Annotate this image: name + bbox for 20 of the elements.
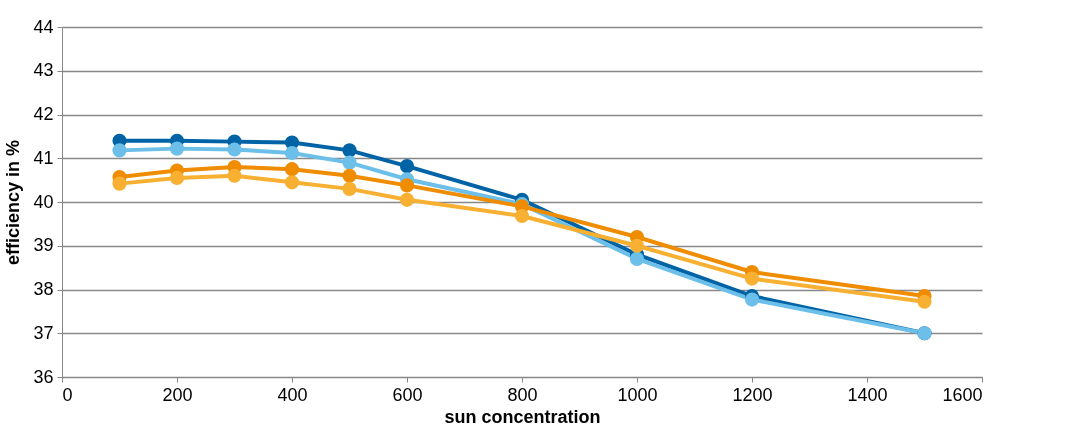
x-tick-label: 1200	[732, 384, 773, 405]
x-tick-label: 1600	[942, 384, 983, 405]
x-tick-label: 0	[62, 384, 73, 405]
x-tick-label: 1400	[847, 384, 888, 405]
y-tick-label: 44	[33, 16, 54, 37]
y-tick-label: 37	[33, 322, 54, 343]
y-tick-label: 39	[33, 235, 54, 256]
y-axis-title: efficiency in %	[3, 139, 24, 266]
x-tick-label: 800	[507, 384, 538, 405]
y-tick-label: 42	[33, 104, 54, 124]
x-axis-title: sun concentration	[444, 406, 601, 427]
x-tick-label: 200	[162, 384, 193, 405]
y-tick-label: 36	[33, 366, 54, 387]
y-tick-label: 38	[33, 279, 54, 299]
y-tick-label: 43	[33, 60, 54, 81]
x-tick-label: 400	[277, 384, 308, 405]
x-tick-label: 1000	[617, 384, 658, 405]
x-tick-label: 600	[392, 384, 423, 405]
y-tick-label: 40	[33, 191, 54, 212]
y-tick-label: 41	[33, 147, 54, 168]
